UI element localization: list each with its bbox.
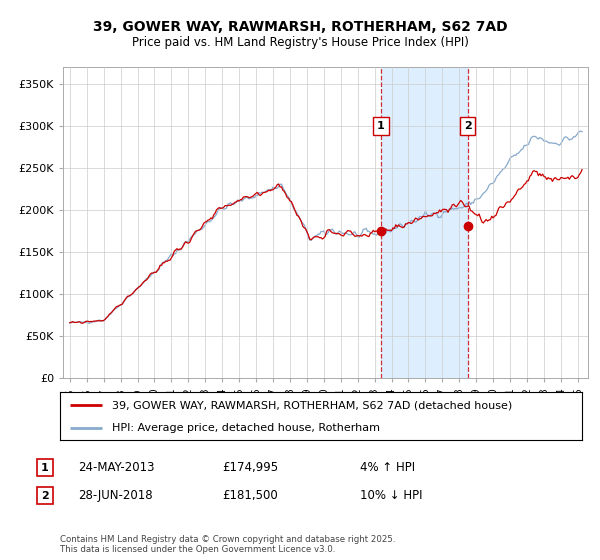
Text: 24-MAY-2013: 24-MAY-2013: [78, 461, 155, 474]
Text: 10% ↓ HPI: 10% ↓ HPI: [360, 489, 422, 502]
Text: HPI: Average price, detached house, Rotherham: HPI: Average price, detached house, Roth…: [112, 423, 380, 433]
Text: 28-JUN-2018: 28-JUN-2018: [78, 489, 152, 502]
Text: 1: 1: [41, 463, 49, 473]
Text: 39, GOWER WAY, RAWMARSH, ROTHERHAM, S62 7AD: 39, GOWER WAY, RAWMARSH, ROTHERHAM, S62 …: [92, 20, 508, 34]
Text: 2: 2: [41, 491, 49, 501]
Bar: [381, 67, 467, 378]
Text: 2: 2: [464, 121, 472, 131]
Text: Price paid vs. HM Land Registry's House Price Index (HPI): Price paid vs. HM Land Registry's House …: [131, 36, 469, 49]
Text: 1: 1: [377, 121, 385, 131]
Text: 39, GOWER WAY, RAWMARSH, ROTHERHAM, S62 7AD (detached house): 39, GOWER WAY, RAWMARSH, ROTHERHAM, S62 …: [112, 400, 512, 410]
Text: Contains HM Land Registry data © Crown copyright and database right 2025.
This d: Contains HM Land Registry data © Crown c…: [60, 535, 395, 554]
Text: 4% ↑ HPI: 4% ↑ HPI: [360, 461, 415, 474]
Text: £174,995: £174,995: [222, 461, 278, 474]
Text: £181,500: £181,500: [222, 489, 278, 502]
